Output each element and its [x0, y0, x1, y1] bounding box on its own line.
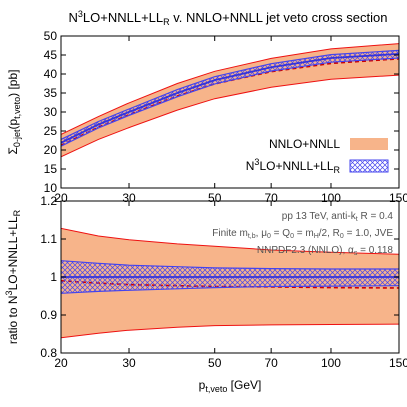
bottom-y-axis-label: ratio to N3LO+NNLL+LLR	[4, 209, 22, 344]
legend-swatch-n3lo	[349, 159, 389, 173]
annotations: pp 13 TeV, anti-kt R = 0.4 Finite mt,b, …	[212, 211, 393, 257]
bottom-x-tick-label: 70	[264, 356, 278, 370]
top-band-0-lower-edge	[61, 74, 399, 158]
legend: NNLO+NNLL N3LO+NNLL+LLR	[246, 137, 389, 175]
top-x-tick-label: 150	[389, 191, 407, 205]
bottom-x-tick-label: 100	[321, 356, 341, 370]
bottom-panel-ticks: 20 30 50 70 100 150 0.8 0.9 1 1.1 1.2	[40, 194, 407, 370]
bottom-x-tick-label: 30	[122, 356, 136, 370]
bottom-y-tick-label: 1.2	[40, 194, 57, 208]
bottom-y-tick-label: 1	[50, 270, 57, 284]
bottom-x-tick-label: 150	[389, 356, 407, 370]
top-central-line-0	[61, 58, 399, 147]
top-y-tick-label: 10	[44, 181, 58, 195]
top-y-tick-label: 40	[44, 67, 58, 81]
bottom-band-1-lower-edge	[61, 285, 399, 294]
bottom-band-0-upper-edge	[61, 227, 399, 255]
top-y-tick-label: 50	[44, 29, 58, 43]
annotation-pdf: NNPDF2.3 (NNLO), αs = 0.118	[257, 245, 394, 257]
top-y-tick-label: 30	[44, 105, 58, 119]
top-panel-bands	[61, 43, 399, 158]
x-axis-label: pt,veto [GeV]	[199, 378, 262, 394]
top-band-1-lower-edge	[61, 57, 399, 147]
bottom-y-tick-label: 0.9	[40, 308, 57, 322]
bottom-panel-bands	[61, 227, 399, 339]
bottom-band-1-upper-edge	[61, 260, 399, 270]
legend-swatch-nnlo	[350, 138, 388, 150]
top-y-tick-label: 35	[44, 86, 58, 100]
top-band-1-upper-edge	[61, 49, 399, 140]
top-band-0	[61, 43, 399, 157]
annotation-scales: Finite mt,b, μ0 = Q0 = mH/2, R0 = 1.0, J…	[212, 228, 393, 240]
bottom-x-tick-label: 20	[54, 356, 68, 370]
top-y-tick-label: 15	[44, 162, 58, 176]
top-band-0-upper-edge	[61, 43, 399, 135]
legend-label-n3lo: N3LO+NNLL+LLR	[246, 157, 341, 175]
annotation-energy: pp 13 TeV, anti-kt R = 0.4	[282, 211, 394, 223]
top-central-line-1	[61, 53, 399, 144]
chart-title: N3LO+NNLL+LLR v. NNLO+NNLL jet veto cros…	[69, 9, 388, 27]
top-y-tick-label: 20	[44, 143, 58, 157]
bottom-y-tick-label: 0.8	[40, 346, 57, 360]
bottom-band-0-lower-edge	[61, 323, 399, 339]
top-y-tick-label: 45	[44, 48, 58, 62]
bottom-y-tick-label: 1.1	[40, 232, 57, 246]
top-y-tick-label: 25	[44, 124, 58, 138]
legend-label-nnlo: NNLO+NNLL	[269, 137, 340, 151]
bottom-x-tick-label: 50	[208, 356, 222, 370]
top-y-axis-label: Σ0-jet(pt,veto) [pb]	[6, 70, 22, 155]
